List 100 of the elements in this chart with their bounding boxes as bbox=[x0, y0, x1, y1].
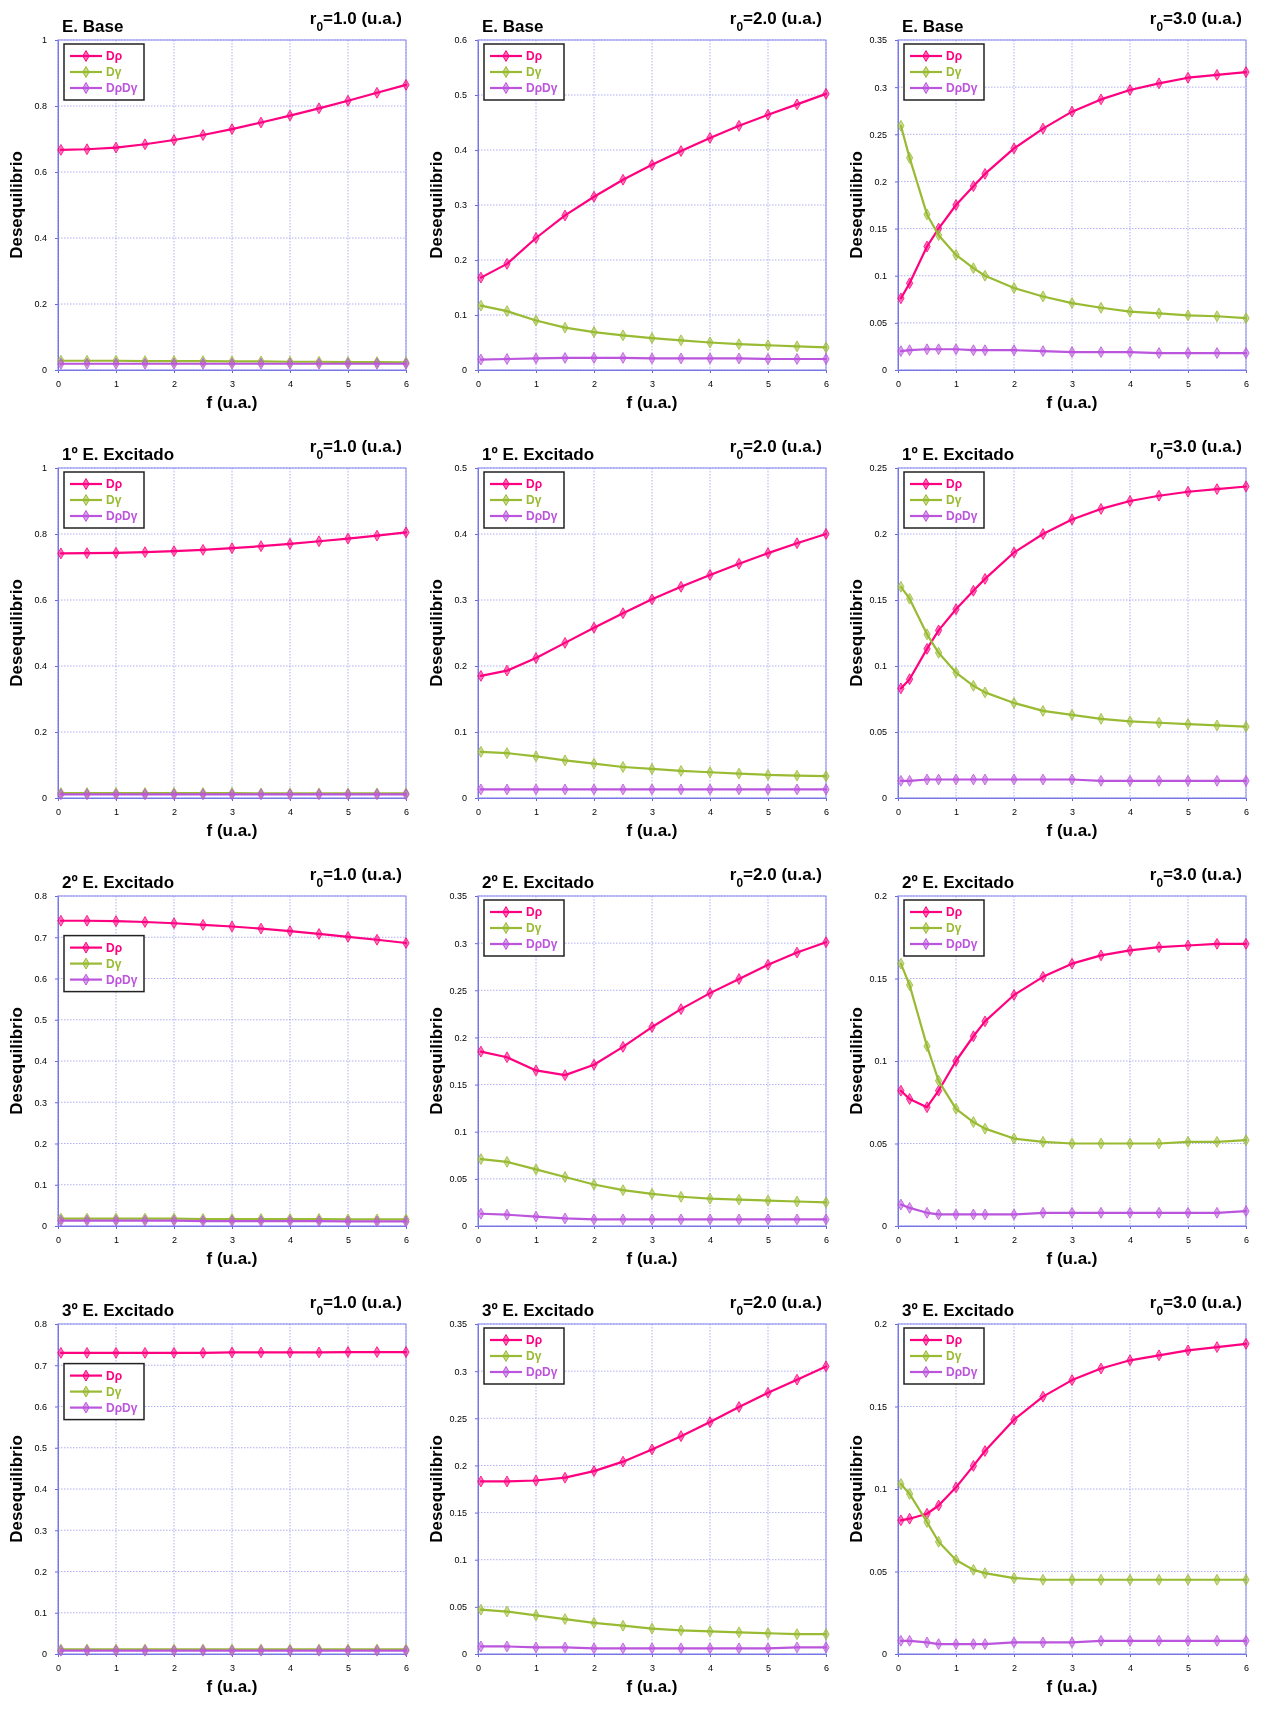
x-tick-label: 4 bbox=[287, 1663, 294, 1674]
y-tick-label: 0.3 bbox=[454, 595, 467, 606]
chart-subtitle: r$_{0}$=1.0 (u.a.) bbox=[309, 865, 402, 890]
x-tick-label: 2 bbox=[171, 807, 178, 818]
y-tick-label: 0 bbox=[461, 365, 467, 376]
x-tick-label: 0 bbox=[55, 379, 62, 390]
y-tick-label: 0.4 bbox=[454, 145, 467, 156]
y-tick-label: 0.6 bbox=[34, 973, 47, 984]
y-tick-label: 0.5 bbox=[34, 1443, 47, 1454]
x-tick-label: 0 bbox=[475, 1235, 482, 1246]
legend-label: Dγ bbox=[106, 956, 122, 971]
y-tick-label: 0.1 bbox=[454, 1555, 467, 1566]
y-tick-label: 0.15 bbox=[449, 1507, 467, 1518]
y-tick-label: 0 bbox=[881, 1221, 887, 1232]
x-tick-label: 6 bbox=[1243, 1235, 1250, 1246]
x-tick-label: 4 bbox=[1127, 1663, 1134, 1674]
chart-subtitle: r$_{0}$=2.0 (u.a.) bbox=[729, 437, 822, 462]
x-tick-label: 6 bbox=[823, 379, 830, 390]
legend-label: Dγ bbox=[526, 921, 542, 935]
x-tick-label: 5 bbox=[345, 1663, 352, 1674]
chart-subtitle: r$_{0}$=2.0 (u.a.) bbox=[729, 9, 822, 34]
x-tick-label: 2 bbox=[1011, 1663, 1018, 1674]
chart-subtitle: r$_{0}$=1.0 (u.a.) bbox=[309, 437, 402, 462]
y-tick-label: 0.6 bbox=[34, 167, 47, 178]
legend-label: DρDγ bbox=[106, 509, 138, 523]
x-tick-label: 4 bbox=[287, 1235, 294, 1246]
y-tick-label: 0.15 bbox=[869, 223, 887, 234]
y-tick-label: 1 bbox=[41, 35, 47, 46]
x-axis-title: f (u.a.) bbox=[1046, 393, 1098, 412]
y-tick-label: 0 bbox=[881, 1649, 887, 1660]
y-tick-label: 0.3 bbox=[454, 200, 467, 211]
legend-label: DρDγ bbox=[526, 937, 558, 951]
y-tick-label: 0 bbox=[41, 365, 47, 376]
x-tick-label: 0 bbox=[55, 1663, 62, 1674]
x-tick-label: 0 bbox=[55, 1235, 62, 1246]
legend-label: Dγ bbox=[946, 65, 962, 79]
x-tick-label: 3 bbox=[1069, 379, 1076, 390]
y-tick-label: 0.1 bbox=[874, 1484, 887, 1495]
y-tick-label: 0 bbox=[461, 793, 467, 804]
legend-label: Dρ bbox=[106, 1368, 123, 1383]
y-tick-label: 0.2 bbox=[454, 661, 467, 672]
x-tick-label: 5 bbox=[1185, 807, 1192, 818]
chart-subtitle: r$_{0}$=3.0 (u.a.) bbox=[1149, 865, 1242, 890]
y-tick-label: 0.2 bbox=[874, 1319, 887, 1330]
legend-label: DρDγ bbox=[526, 1365, 558, 1379]
x-tick-label: 2 bbox=[591, 807, 598, 818]
x-tick-label: 3 bbox=[1069, 807, 1076, 818]
y-tick-label: 0.2 bbox=[454, 255, 467, 266]
x-tick-label: 5 bbox=[765, 1663, 772, 1674]
legend-label: Dγ bbox=[946, 493, 962, 507]
y-tick-label: 0.8 bbox=[34, 891, 47, 902]
y-axis-title: Desequilibrio bbox=[7, 1435, 26, 1543]
legend-label: Dρ bbox=[526, 1333, 543, 1347]
legend-label: Dγ bbox=[526, 493, 542, 507]
x-tick-label: 3 bbox=[229, 1663, 236, 1674]
legend-label: Dρ bbox=[526, 905, 543, 919]
x-axis-title: f (u.a.) bbox=[626, 393, 678, 412]
legend-label: Dρ bbox=[526, 49, 543, 63]
y-tick-label: 0.2 bbox=[874, 176, 887, 187]
y-tick-label: 0.4 bbox=[34, 233, 47, 244]
y-tick-label: 0.2 bbox=[34, 727, 47, 738]
x-tick-label: 5 bbox=[765, 1235, 772, 1246]
legend-label: DρDγ bbox=[946, 1365, 978, 1379]
x-tick-label: 5 bbox=[345, 379, 352, 390]
y-tick-label: 0.2 bbox=[34, 1566, 47, 1577]
y-tick-label: 0.8 bbox=[34, 101, 47, 112]
x-tick-label: 5 bbox=[1185, 1235, 1192, 1246]
y-tick-label: 0.1 bbox=[874, 271, 887, 282]
x-tick-label: 1 bbox=[953, 379, 960, 390]
x-tick-label: 1 bbox=[113, 1663, 120, 1674]
y-axis-title: Desequilibrio bbox=[7, 1007, 26, 1115]
legend-label: Dγ bbox=[526, 1349, 542, 1363]
y-tick-label: 0.3 bbox=[874, 82, 887, 93]
legend-label: Dρ bbox=[106, 940, 123, 955]
x-tick-label: 1 bbox=[953, 807, 960, 818]
chart-title: 2º E. Excitado bbox=[902, 873, 1015, 892]
y-tick-label: 1 bbox=[41, 463, 47, 474]
x-tick-label: 2 bbox=[591, 1235, 598, 1246]
y-tick-label: 0.7 bbox=[34, 932, 47, 943]
legend-label: Dγ bbox=[946, 1349, 962, 1363]
y-tick-label: 0.6 bbox=[34, 595, 47, 606]
x-tick-label: 4 bbox=[287, 807, 294, 818]
chart-title: 3º E. Excitado bbox=[902, 1301, 1015, 1320]
y-tick-label: 0.35 bbox=[449, 891, 467, 902]
legend-label: Dρ bbox=[946, 905, 963, 919]
y-tick-label: 0.2 bbox=[874, 529, 887, 540]
x-tick-label: 3 bbox=[649, 1235, 656, 1246]
y-tick-label: 0.05 bbox=[869, 1566, 887, 1577]
x-tick-label: 2 bbox=[171, 379, 178, 390]
x-tick-label: 3 bbox=[1069, 1235, 1076, 1246]
chart-subtitle: r$_{0}$=2.0 (u.a.) bbox=[729, 865, 822, 890]
chart-title: E. Base bbox=[482, 17, 544, 36]
x-tick-label: 2 bbox=[591, 1663, 598, 1674]
legend-label: DρDγ bbox=[946, 937, 978, 951]
x-tick-label: 1 bbox=[953, 1235, 960, 1246]
x-tick-label: 6 bbox=[1243, 807, 1250, 818]
legend-label: DρDγ bbox=[526, 81, 558, 95]
x-tick-label: 2 bbox=[591, 379, 598, 390]
y-tick-label: 0.4 bbox=[34, 661, 47, 672]
x-axis-title: f (u.a.) bbox=[626, 1677, 678, 1696]
